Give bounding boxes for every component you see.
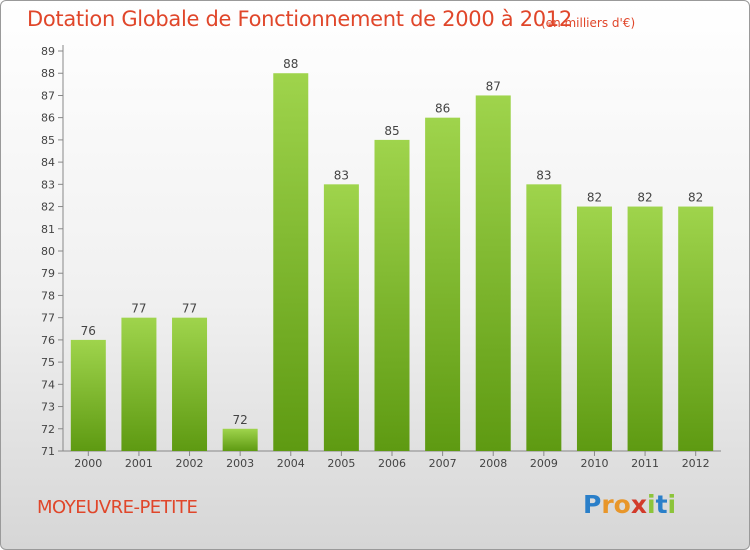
bar-value-label: 85 — [384, 124, 399, 138]
y-tick-label: 87 — [41, 89, 55, 102]
x-tick-label: 2011 — [631, 457, 659, 470]
bar-value-label: 87 — [486, 79, 501, 93]
bar-value-label: 77 — [182, 302, 197, 316]
bar-value-label: 88 — [283, 57, 298, 71]
bar-value-label: 83 — [334, 168, 349, 182]
bar-value-label: 76 — [81, 324, 96, 338]
x-tick-label: 2001 — [125, 457, 153, 470]
chart-subtitle: (en milliers d'€) — [541, 16, 636, 30]
x-tick-label: 2012 — [682, 457, 710, 470]
bar — [121, 317, 157, 451]
logo-letter: i — [667, 490, 677, 519]
bar — [526, 184, 562, 452]
chart-title: Dotation Globale de Fonctionnement de 20… — [27, 7, 572, 31]
logo-letter: t — [655, 490, 668, 519]
bar — [222, 428, 258, 451]
y-tick-label: 89 — [41, 45, 55, 58]
bar-value-label: 86 — [435, 102, 450, 116]
y-tick-label: 76 — [41, 334, 55, 347]
proxiti-logo: Proxiti — [583, 490, 676, 519]
y-tick-label: 86 — [41, 112, 55, 125]
y-tick-label: 81 — [41, 223, 55, 236]
y-tick-label: 80 — [41, 245, 55, 258]
x-tick-label: 2006 — [378, 457, 406, 470]
bar-value-label: 77 — [131, 302, 146, 316]
commune-name: MOYEUVRE-PETITE — [37, 497, 198, 518]
bar — [172, 317, 208, 451]
y-tick-label: 77 — [41, 312, 55, 325]
bar — [273, 73, 309, 451]
x-tick-label: 2005 — [327, 457, 355, 470]
bar — [576, 206, 612, 451]
bar — [425, 117, 461, 452]
bar — [70, 339, 106, 451]
x-tick-label: 2002 — [176, 457, 204, 470]
y-tick-label: 78 — [41, 289, 55, 302]
x-tick-label: 2007 — [429, 457, 457, 470]
logo-letter: x — [630, 490, 647, 519]
bar — [627, 206, 663, 451]
y-tick-label: 79 — [41, 267, 55, 280]
y-tick-label: 82 — [41, 201, 55, 214]
x-tick-label: 2000 — [74, 457, 102, 470]
y-tick-label: 74 — [41, 378, 55, 391]
x-tick-label: 2004 — [277, 457, 305, 470]
bar-value-label: 82 — [637, 191, 652, 205]
bar-value-label: 72 — [233, 413, 248, 427]
y-tick-label: 72 — [41, 423, 55, 436]
logo-letter: o — [613, 490, 631, 519]
x-tick-label: 2010 — [580, 457, 608, 470]
y-tick-label: 88 — [41, 67, 55, 80]
bar-value-label: 82 — [587, 191, 602, 205]
bar — [678, 206, 714, 451]
x-tick-label: 2008 — [479, 457, 507, 470]
y-tick-label: 71 — [41, 445, 55, 458]
bar — [323, 184, 359, 452]
y-tick-label: 85 — [41, 134, 55, 147]
x-tick-label: 2009 — [530, 457, 558, 470]
logo-letter: P — [583, 490, 602, 519]
bar-value-label: 82 — [688, 191, 703, 205]
bar — [475, 95, 511, 451]
x-tick-label: 2003 — [226, 457, 254, 470]
y-tick-label: 84 — [41, 156, 55, 169]
logo-letter: i — [647, 490, 656, 519]
bar-value-label: 83 — [536, 168, 551, 182]
logo-letter: r — [601, 490, 614, 519]
y-tick-label: 75 — [41, 356, 55, 369]
y-tick-label: 83 — [41, 178, 55, 191]
bar — [374, 139, 410, 451]
y-tick-label: 73 — [41, 401, 55, 414]
